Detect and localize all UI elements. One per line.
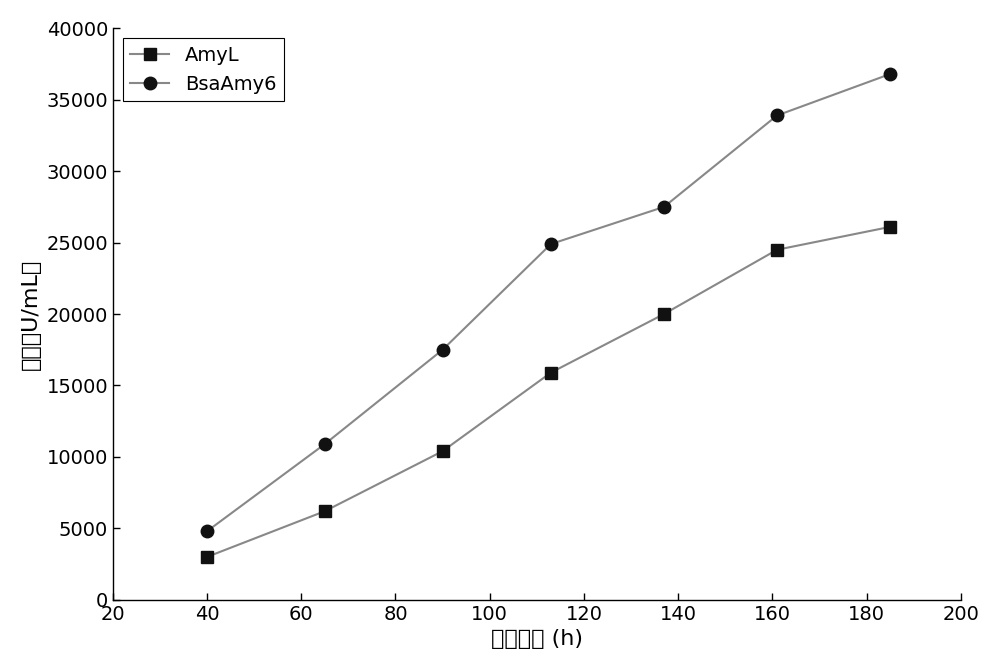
Line: BsaAmy6: BsaAmy6 xyxy=(201,68,896,537)
Line: AmyL: AmyL xyxy=(201,220,896,563)
AmyL xyxy=(771,246,783,254)
AmyL xyxy=(884,223,896,231)
BsaAmy6 xyxy=(545,240,557,248)
BsaAmy6 xyxy=(319,440,331,448)
BsaAmy6 xyxy=(437,346,449,354)
BsaAmy6 xyxy=(771,111,783,119)
AmyL xyxy=(658,310,670,318)
Y-axis label: 酶活（U/mL）: 酶活（U/mL） xyxy=(21,259,41,370)
AmyL xyxy=(201,553,213,561)
BsaAmy6 xyxy=(884,70,896,78)
BsaAmy6 xyxy=(658,203,670,211)
AmyL xyxy=(437,447,449,455)
AmyL xyxy=(545,369,557,377)
BsaAmy6 xyxy=(201,527,213,535)
X-axis label: 发酵时间 (h): 发酵时间 (h) xyxy=(491,629,583,649)
Legend: AmyL, BsaAmy6: AmyL, BsaAmy6 xyxy=(123,38,284,101)
AmyL xyxy=(319,507,331,515)
